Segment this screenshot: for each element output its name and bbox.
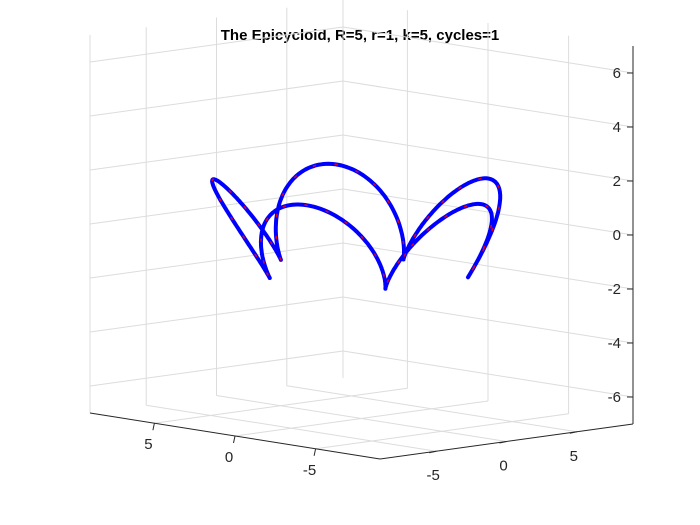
gridline-z-back-right (89, 350, 344, 387)
axes-layer (89, 46, 634, 460)
curve-layer (210, 161, 503, 291)
grid-layer (89, 0, 634, 452)
chart-title: The Epicycloid, R=5, r=1, k=5, cycles=1 (221, 27, 500, 44)
z-tick-label: 4 (613, 119, 621, 136)
gridline-z-back-left (342, 188, 634, 236)
gridline-z-back-right (89, 188, 344, 225)
gridline-z-back-left (342, 134, 634, 182)
z-tick-label: -2 (608, 281, 621, 298)
gridline-z-back-right (89, 134, 344, 171)
gridline-y-floor (216, 395, 507, 442)
z-tick-label: -4 (608, 335, 621, 352)
epicycloid-curve (210, 161, 503, 291)
epicycloid-curve-highlight (211, 162, 501, 289)
gridline-y-floor (146, 404, 437, 452)
y-tick-label: -5 (427, 467, 440, 484)
z-tick-label: 2 (613, 173, 621, 190)
x-tick-label: 5 (144, 436, 152, 453)
x-tick-label: 0 (225, 449, 233, 466)
z-tick-label: -6 (608, 389, 621, 406)
z-tick-label: 6 (613, 65, 621, 82)
y-tick (429, 450, 437, 454)
gridline-z-back-left (342, 26, 634, 74)
x-tick (313, 448, 317, 456)
y-tick-label: 5 (570, 448, 578, 465)
y-tick (569, 431, 577, 434)
gridline-y-floor (286, 385, 577, 433)
gridline-z-back-left (342, 80, 634, 128)
gridline-z-back-left (342, 242, 634, 290)
x-tick (152, 423, 155, 431)
x-tick-label: -5 (303, 462, 316, 479)
tick-labels-layer: -5 0 5 -5 0 5 -6 -4 -2 0 2 4 6 (144, 65, 621, 484)
gridline-z-back-right (89, 26, 344, 63)
gridline-z-back-right (89, 296, 344, 333)
y-tick (499, 441, 507, 444)
gridline-z-back-left (342, 296, 634, 344)
gridline-z-back-right (89, 80, 344, 117)
z-tick-label: 0 (613, 227, 621, 244)
gridline-z-back-left (342, 350, 634, 398)
gridline-z-back-right (89, 242, 344, 279)
x-tick (233, 435, 236, 444)
y-tick-label: 0 (499, 458, 507, 475)
